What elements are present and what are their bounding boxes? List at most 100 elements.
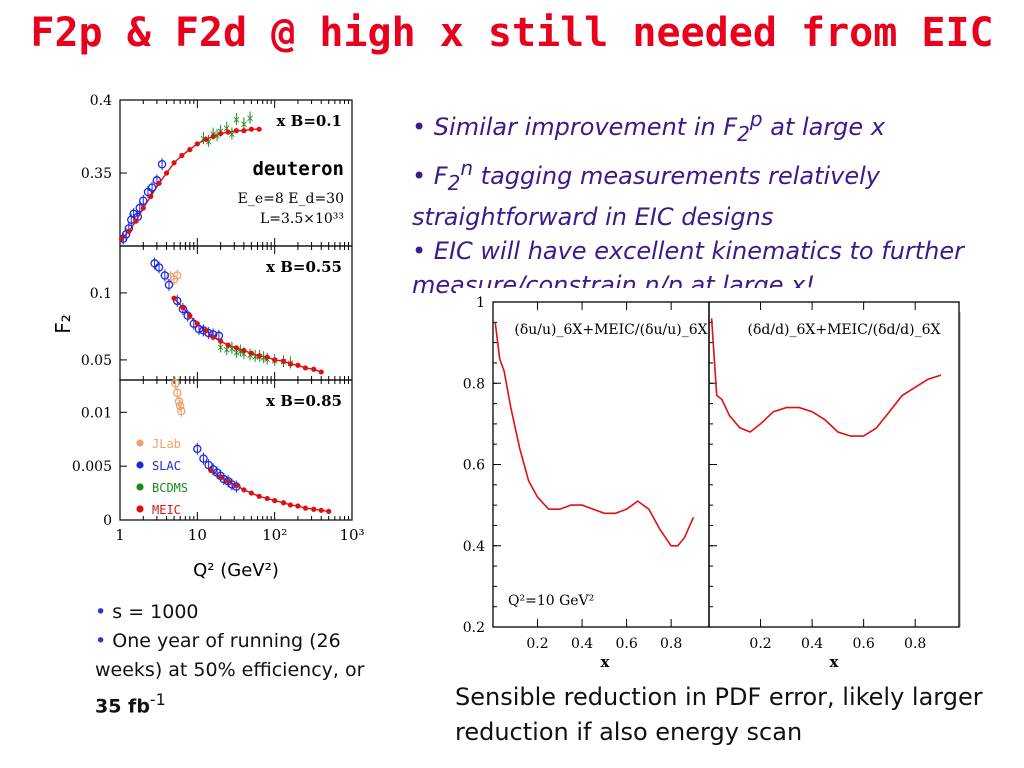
- bottom-bullet-list: • s = 1000 • One year of running (26 wee…: [95, 598, 375, 721]
- bcdms-point: ×: [251, 352, 259, 363]
- annotation-energy: E_e=8 E_d=30: [238, 191, 344, 207]
- x-tick-label: 10³: [339, 526, 364, 544]
- meic-point: [225, 478, 231, 484]
- bcdms-point: ×: [199, 134, 207, 145]
- jlab-point: [177, 406, 186, 416]
- slac-point: [173, 296, 182, 306]
- x-tick-label: 0.8: [904, 636, 926, 652]
- x-axis-label: Q² (GeV²): [193, 560, 279, 581]
- meic-point: [148, 193, 154, 199]
- x-tick-label: 0.4: [571, 636, 593, 652]
- bcdms-point: ×: [232, 348, 240, 359]
- x-axis-label: x: [601, 653, 611, 671]
- meic-point: [203, 327, 209, 334]
- bcdms-point: ×: [246, 114, 254, 125]
- legend-label: JLab: [152, 437, 181, 451]
- y-tick-label: 0: [103, 513, 112, 529]
- meic-point: [264, 354, 270, 360]
- meic-point: [248, 350, 254, 356]
- meic-point: [171, 295, 177, 301]
- meic-point: [311, 366, 317, 372]
- x-tick-label: 0.8: [660, 636, 682, 652]
- y-tick-label: 0.4: [463, 539, 485, 555]
- x-tick-label: 0.6: [615, 636, 637, 652]
- y-tick-label: 0.2: [463, 620, 485, 636]
- meic-point: [311, 506, 317, 512]
- legend-label: BCDMS: [152, 481, 188, 495]
- panel-label: x B=0.55: [266, 258, 342, 276]
- meic-point: [256, 126, 262, 132]
- bullet-luminosity: • One year of running (26 weeks) at 50% …: [95, 630, 365, 718]
- meic-point: [264, 495, 270, 502]
- caption: Sensible reduction in PDF error, likely …: [455, 683, 983, 746]
- ratio-curve: [494, 322, 695, 547]
- meic-point: [241, 487, 247, 493]
- x-tick-label: 0.4: [801, 636, 823, 652]
- y-tick-label: 0.6: [463, 458, 485, 474]
- y-tick-label: 0.4: [90, 93, 112, 109]
- y-tick-label: 0.05: [81, 353, 112, 369]
- meic-point: [248, 490, 254, 496]
- legend-marker: [136, 483, 144, 491]
- meic-point: [280, 500, 287, 506]
- meic-point: [119, 236, 125, 242]
- bcdms-point: ×: [236, 347, 244, 358]
- jlab-point: [173, 271, 182, 280]
- meic-point: [318, 507, 324, 513]
- x-tick-label: 1: [115, 526, 125, 544]
- bcdms-point: ×: [246, 351, 254, 362]
- chart-background: [456, 288, 968, 636]
- meic-point: [171, 160, 177, 166]
- x-tick-label: 0.2: [749, 636, 771, 652]
- meic-point: [180, 305, 186, 311]
- jlab-point: [174, 397, 184, 406]
- y-tick-label: 0.005: [72, 459, 112, 475]
- meic-curve: [121, 128, 260, 240]
- meic-curve: [210, 469, 329, 513]
- bcdms-point: ×: [204, 137, 212, 148]
- meic-point: [225, 342, 231, 348]
- meic-point: [179, 152, 185, 159]
- y-tick-label: 0.35: [81, 166, 112, 182]
- y-tick-label: 0.01: [81, 405, 112, 421]
- meic-point: [203, 136, 209, 143]
- x-tick-label: 10: [188, 526, 207, 544]
- slac-point: [157, 159, 167, 169]
- meic-point: [208, 467, 214, 474]
- legend-label: MEIC: [152, 503, 181, 517]
- jlab-point: [171, 378, 180, 388]
- meic-point: [210, 133, 216, 140]
- slac-point: [154, 263, 164, 272]
- bcdms-point: ×: [213, 131, 221, 142]
- meic-point: [256, 353, 262, 359]
- y-tick-label: 1: [476, 295, 485, 311]
- meic-point: [302, 365, 309, 371]
- meic-point: [272, 357, 278, 363]
- meic-point: [241, 347, 247, 354]
- annotation-target: deuteron: [252, 158, 344, 180]
- bcdms-point: ×: [223, 345, 231, 356]
- meic-point: [233, 345, 239, 351]
- meic-point: [140, 205, 146, 211]
- jlab-point: [175, 401, 185, 411]
- legend-marker: [136, 461, 144, 469]
- y-tick-label: 0.1: [90, 286, 112, 302]
- meic-point: [126, 228, 132, 234]
- bcdms-point: ×: [263, 355, 271, 366]
- panel-label: x B=0.85: [266, 392, 342, 410]
- meic-point: [287, 361, 294, 367]
- meic-point: [233, 128, 239, 134]
- x-tick-label: 0.6: [853, 636, 875, 652]
- panel-frame: [119, 379, 353, 521]
- meic-point: [187, 313, 193, 319]
- meic-point: [248, 126, 254, 132]
- slide-title: F2p & F2d @ high x still needed from EIC: [30, 10, 994, 56]
- top-bullet-list: • Similar improvement in F2p at large x …: [412, 102, 1012, 302]
- slac-point: [204, 328, 213, 338]
- x-axis-label: x: [830, 653, 840, 671]
- bcdms-point: ×: [228, 344, 236, 355]
- legend-marker: [136, 505, 144, 513]
- legend-marker: [136, 439, 144, 447]
- jlab-point: [173, 388, 182, 398]
- bcdms-point: ×: [228, 130, 236, 141]
